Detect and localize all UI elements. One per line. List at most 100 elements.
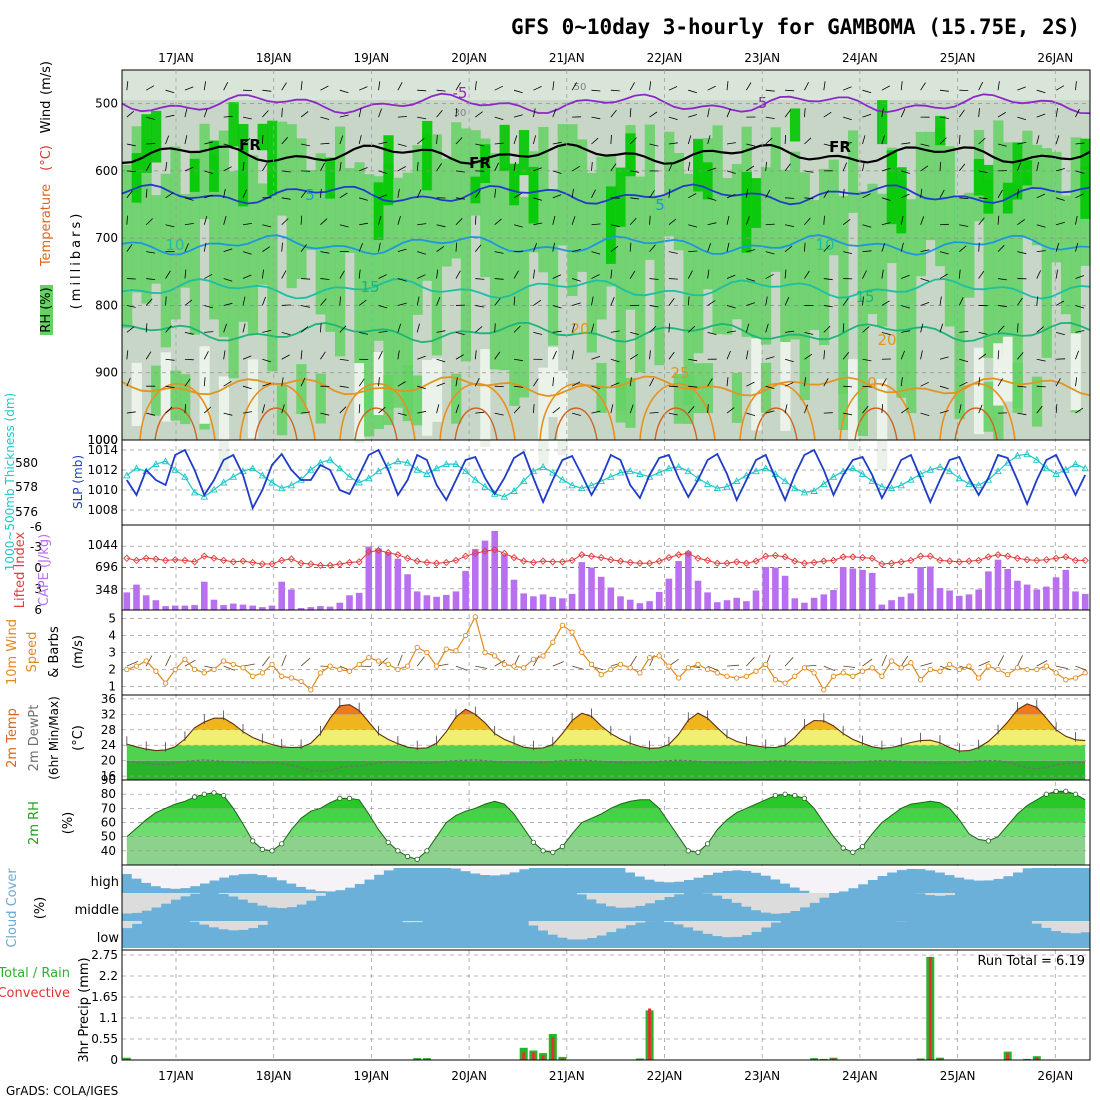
wind-barb [494, 251, 504, 254]
cloud-clear-cell [247, 893, 258, 903]
rh-moist-cell [160, 173, 171, 348]
wind-barb [688, 114, 698, 118]
lifted-index-point [423, 558, 431, 567]
rh-moist-cell [228, 171, 239, 379]
wind-barb [688, 358, 698, 362]
rh-moist-cell [702, 137, 714, 290]
rh-moist-cell [334, 126, 346, 357]
wind-barb [688, 325, 696, 333]
rh-saturated-cell [1022, 160, 1033, 186]
cape-bar [965, 594, 973, 610]
wind-barb [726, 242, 730, 252]
wind-barb [320, 116, 330, 120]
wind-barb [901, 305, 911, 309]
wind-barb [358, 378, 365, 387]
wind-speed-point [124, 666, 130, 673]
rh-saturated-cell [935, 115, 946, 146]
wind-speed-tick: 3 [108, 646, 116, 660]
rh-moist-cell [209, 155, 220, 320]
date-label-top: 24JAN [842, 51, 878, 65]
wind-barb [126, 350, 129, 360]
wind-barb [417, 355, 426, 360]
cloud-clear-cell [722, 868, 733, 871]
rh-moist-cell [635, 176, 646, 373]
cloud-clear-cell [315, 868, 326, 892]
surface-wind-barb [300, 657, 311, 667]
wind-barb [455, 242, 458, 252]
wind-barb [513, 325, 521, 333]
rh-moist-cell [983, 180, 994, 358]
rh-moist-cell [412, 145, 423, 315]
wind-barb [223, 323, 227, 333]
rh-saturated-cell [383, 135, 394, 206]
precip-convective-bar [928, 956, 932, 1060]
lifted-index-line [126, 549, 1086, 566]
contour-label: 5 [655, 196, 665, 214]
cloud-clear-cell [1012, 868, 1023, 873]
warm-contour-inner [254, 407, 298, 441]
cape-bar [675, 561, 682, 610]
wind-barb [765, 273, 774, 279]
wind-barb [1075, 108, 1080, 118]
rh-moist-cell [683, 173, 694, 406]
cape-bar [597, 576, 605, 610]
wind-barb [900, 242, 904, 252]
wind-barb [881, 85, 890, 91]
thickness-point [607, 472, 615, 480]
wind-barb [417, 251, 427, 255]
lifted-index-point [229, 558, 237, 566]
wind-barb [978, 377, 981, 387]
wind-barb [649, 305, 659, 308]
lifted-index-point [132, 556, 141, 565]
lifted-index-point [384, 548, 392, 557]
temp-axis-label-4: (°C) [71, 725, 86, 751]
rh-saturated-cell [228, 102, 239, 147]
cloud-clear-cell [528, 921, 539, 926]
cape-bar [365, 546, 373, 610]
rh-point [221, 792, 227, 799]
rh-moist-cell [731, 163, 743, 320]
wind-barb [610, 89, 620, 92]
wind-speed-point [608, 666, 614, 673]
warm-contour [939, 382, 1016, 441]
wind-barb [436, 109, 443, 118]
cloud-clear-cell [654, 868, 665, 882]
thickness-point [442, 460, 451, 468]
temperature-label: Temperature [39, 184, 54, 267]
thickness-point [965, 479, 973, 487]
lifted-index-point [161, 556, 170, 565]
rh-point [404, 853, 411, 860]
precip-tick: 1.1 [99, 1011, 118, 1025]
lifted-index-point [520, 557, 528, 565]
wind-barb [629, 82, 635, 91]
lifted-index-point [665, 553, 673, 562]
cloud-clear-cell [673, 921, 684, 925]
wind-barb [900, 81, 903, 91]
lifted-index-point [171, 556, 179, 564]
rh-moist-cell [364, 174, 375, 409]
rh-moist-cell [1012, 362, 1023, 413]
cloud-clear-cell [518, 868, 530, 870]
rh-saturated-cell [151, 110, 162, 163]
cape-bar [607, 587, 615, 610]
rh-moist-cell [257, 183, 268, 285]
wind-barb [726, 274, 736, 279]
wind-barb [629, 137, 637, 145]
cape-bar [714, 602, 721, 610]
surface-wind-barb [262, 656, 270, 667]
wind-barb [281, 354, 290, 360]
surface-wind-barb [997, 655, 1005, 667]
wind-barb [804, 217, 811, 225]
wind-barb [1036, 405, 1043, 414]
thickness-point [248, 464, 257, 472]
lifted-index-point [791, 557, 799, 565]
cape-tick: 1044 [87, 538, 118, 552]
rh-point [530, 839, 537, 845]
wind-speed-point [511, 663, 517, 669]
cloud-clear-cell [218, 921, 229, 930]
wind-barb [629, 354, 639, 360]
wind-barb [552, 407, 561, 414]
wind-barb [920, 350, 923, 360]
wind-barb [726, 407, 735, 414]
rh-moist-cell [402, 172, 413, 422]
